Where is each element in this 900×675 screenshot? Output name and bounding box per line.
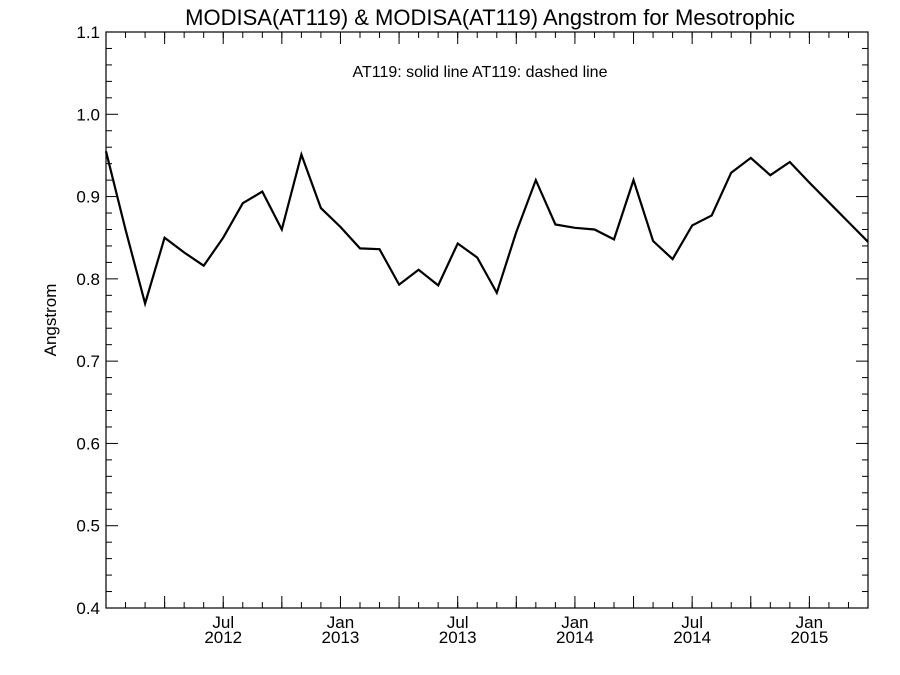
y-tick-label: 0.5	[76, 517, 100, 536]
y-axis-label: Angstrom	[41, 284, 60, 357]
axis-ticks	[105, 31, 869, 609]
y-tick-label: 1.0	[76, 105, 100, 124]
y-tick-label: 0.7	[76, 352, 100, 371]
x-tick-label-month: Jul	[447, 613, 469, 632]
x-tick-label-year: 2014	[556, 628, 594, 647]
plot-frame	[105, 31, 869, 609]
y-tick-label: 0.8	[76, 270, 100, 289]
x-tick-label-month: Jan	[327, 613, 354, 632]
x-tick-label-month: Jul	[681, 613, 703, 632]
y-tick-label: 1.1	[76, 23, 100, 42]
legend-annotation: AT119: solid line AT119: dashed line	[353, 64, 608, 81]
x-tick-label-year: 2012	[204, 628, 242, 647]
series-layer	[104, 150, 869, 308]
series-line	[104, 150, 869, 308]
x-tick-label-month: Jan	[796, 613, 823, 632]
tick-labels: 0.40.50.60.70.80.91.01.1Jul2012Jan2013Ju…	[76, 23, 828, 647]
x-tick-label-year: 2015	[790, 628, 828, 647]
x-tick-label-month: Jul	[212, 613, 234, 632]
y-tick-label: 0.9	[76, 188, 100, 207]
x-tick-label-year: 2014	[673, 628, 711, 647]
x-tick-label-month: Jan	[561, 613, 588, 632]
chart-title: MODISA(AT119) & MODISA(AT119) Angstrom f…	[185, 5, 795, 30]
x-tick-label-year: 2013	[322, 628, 360, 647]
x-tick-label-year: 2013	[439, 628, 477, 647]
y-tick-label: 0.6	[76, 434, 100, 453]
y-tick-label: 0.4	[76, 599, 100, 618]
